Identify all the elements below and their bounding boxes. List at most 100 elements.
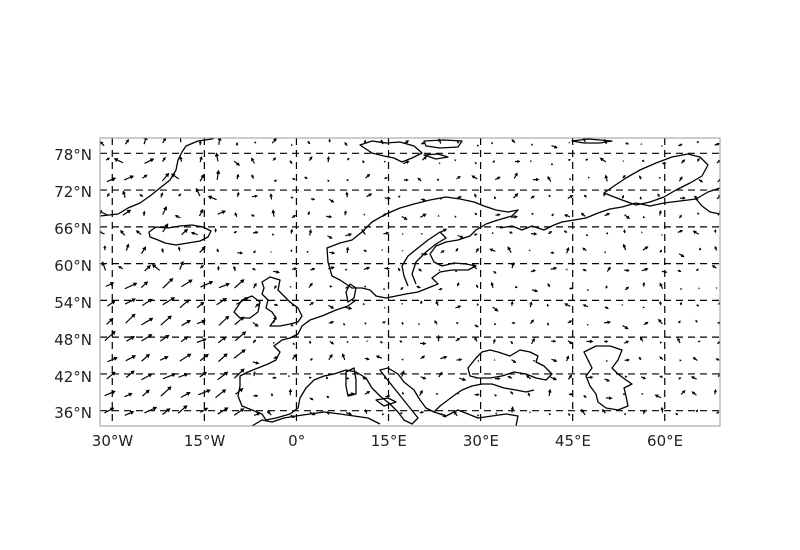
wind-arrow	[199, 156, 203, 163]
wind-arrow	[511, 138, 516, 144]
coastline-europe-west	[237, 299, 535, 425]
wind-arrow	[624, 358, 630, 362]
wind-arrow	[698, 287, 701, 290]
wind-arrow	[532, 177, 540, 182]
wind-arrow	[343, 210, 347, 216]
wind-arrow	[678, 253, 685, 258]
wind-arrow	[715, 357, 720, 361]
coastline-franz-josef	[571, 138, 613, 144]
wind-arrow	[151, 264, 161, 271]
lat-tick-label-36n: 36°N	[54, 404, 92, 422]
lat-tick-label-48n: 48°N	[54, 331, 92, 349]
wind-arrow	[217, 371, 229, 381]
wind-arrow	[606, 266, 611, 272]
wind-arrow	[455, 247, 459, 252]
wind-arrow	[642, 409, 646, 415]
wind-arrow	[511, 215, 518, 219]
wind-arrow	[547, 231, 553, 235]
wind-arrow	[474, 393, 480, 397]
wind-arrow	[586, 323, 590, 327]
lat-tick-label-60n: 60°N	[54, 257, 92, 275]
wind-arrow	[292, 342, 296, 345]
wind-arrow	[567, 320, 573, 324]
wind-arrow	[217, 336, 227, 344]
wind-arrow	[716, 160, 720, 164]
wind-arrow	[272, 342, 276, 345]
wind-arrow	[105, 282, 115, 287]
wind-arrow	[551, 145, 558, 149]
wind-arrow	[434, 320, 438, 325]
wind-arrow	[401, 358, 404, 361]
wind-arrow	[214, 152, 220, 162]
wind-arrow	[551, 358, 558, 362]
wind-arrow	[124, 175, 135, 181]
wind-arrow	[489, 248, 496, 252]
wind-arrow	[640, 142, 643, 145]
wind-arrow	[475, 247, 479, 253]
wind-arrow	[641, 393, 644, 396]
wind-arrow	[198, 140, 202, 146]
wind-arrow	[643, 321, 649, 326]
wind-arrow	[695, 409, 698, 413]
wind-arrow	[510, 340, 514, 345]
wind-arrow	[190, 231, 198, 236]
wind-arrow	[565, 355, 570, 362]
wind-arrow	[328, 198, 335, 203]
wind-arrow	[292, 353, 297, 360]
wind-arrow	[216, 298, 227, 306]
wind-arrow	[401, 391, 405, 395]
wind-arrow	[476, 284, 479, 288]
wind-arrow	[234, 331, 247, 342]
wind-arrow	[565, 268, 568, 271]
lon-tick-label-15w: 15°W	[184, 432, 226, 450]
wind-arrow	[253, 394, 259, 398]
wind-arrow	[548, 194, 551, 198]
wind-arrow	[199, 246, 206, 253]
wind-arrow	[602, 191, 606, 197]
wind-arrow	[180, 336, 189, 343]
wind-arrow	[565, 247, 570, 254]
wind-arrow	[252, 371, 256, 377]
wind-arrow	[177, 246, 181, 252]
coastline-svalbard-east	[423, 139, 463, 149]
wind-arrow	[326, 215, 333, 219]
wind-arrow	[531, 143, 534, 146]
wind-arrow	[494, 394, 497, 397]
wind-arrow	[456, 321, 459, 325]
wind-arrow	[269, 193, 273, 200]
wind-arrow	[527, 392, 531, 397]
wind-arrow	[606, 231, 609, 235]
wind-arrow	[659, 356, 664, 360]
wind-arrow	[604, 378, 610, 382]
wind-arrow	[551, 339, 557, 343]
wind-arrow	[272, 233, 275, 236]
wind-arrow	[218, 315, 230, 326]
wind-arrow	[477, 414, 480, 417]
wind-arrow	[196, 338, 207, 343]
coastline-greenland	[100, 138, 215, 217]
wind-arrow	[252, 339, 256, 344]
lat-tick-label-78n: 78°N	[54, 146, 92, 164]
wind-arrow	[507, 246, 512, 253]
lat-tick-label-72n: 72°N	[54, 183, 92, 201]
map-area	[100, 138, 720, 426]
wind-arrow	[474, 212, 478, 216]
wind-arrow	[420, 341, 427, 346]
coastline-svalbard-south	[423, 153, 449, 160]
wind-arrow	[120, 229, 126, 236]
wind-arrow	[179, 353, 192, 362]
wind-arrow	[624, 413, 627, 416]
wind-arrow	[621, 194, 625, 199]
wind-arrow	[638, 356, 642, 361]
wind-arrow	[680, 159, 686, 164]
wind-arrow	[604, 212, 611, 217]
wind-arrow	[195, 187, 201, 197]
wind-arrow	[363, 249, 367, 253]
wind-arrow	[420, 355, 426, 360]
wind-arrow	[567, 195, 574, 199]
wind-arrow	[292, 177, 296, 180]
wind-arrow	[550, 251, 555, 255]
wind-arrow	[513, 193, 519, 199]
wind-arrow	[675, 412, 679, 416]
wind-arrow	[273, 356, 278, 360]
